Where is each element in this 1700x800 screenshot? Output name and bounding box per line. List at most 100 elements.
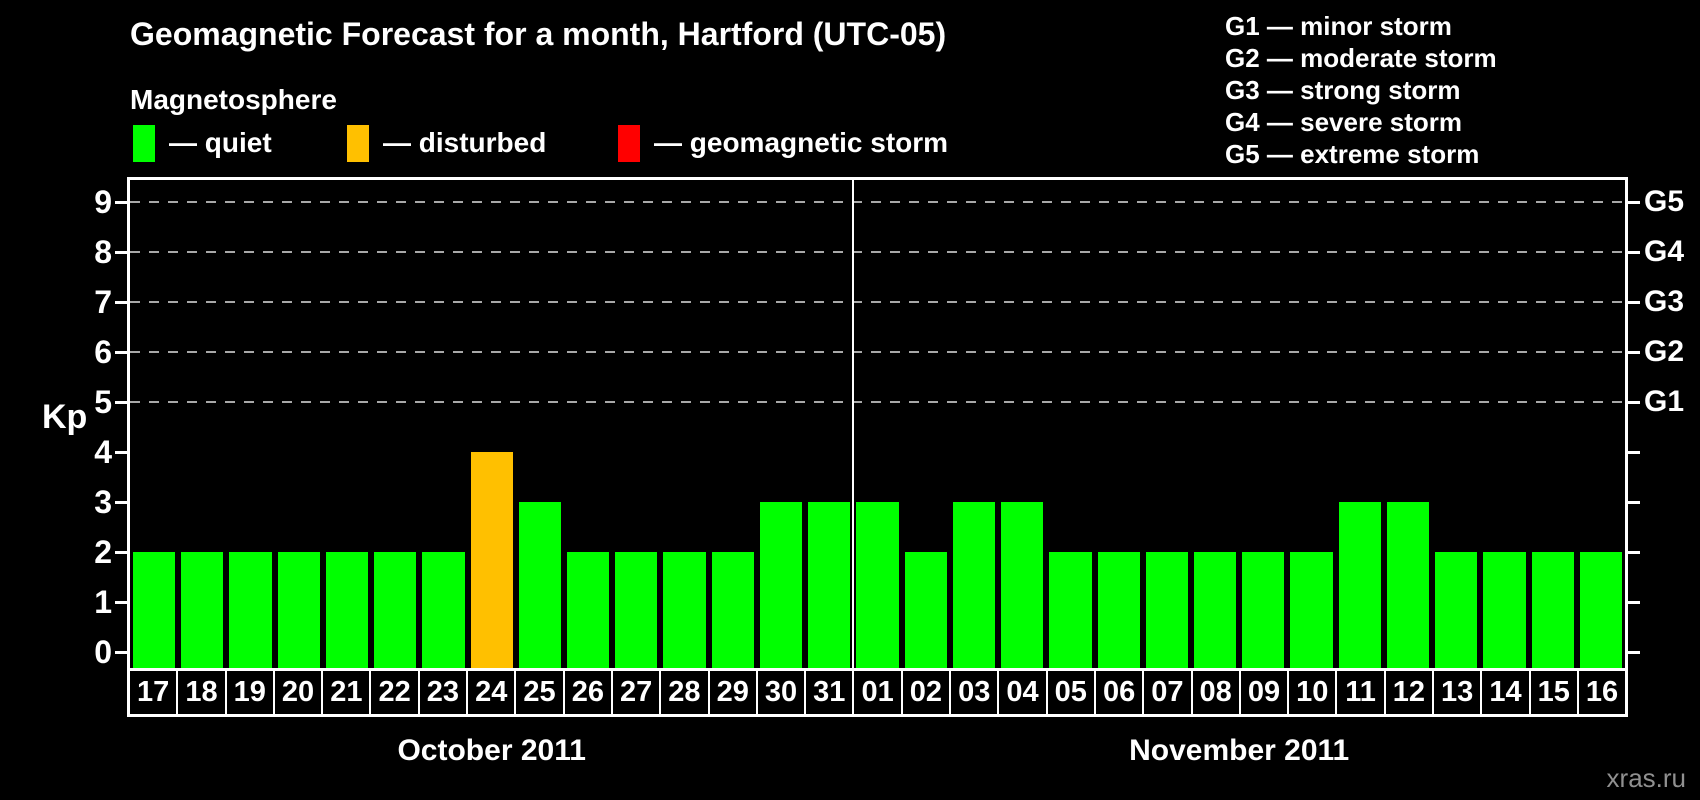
day-label-25: 25 (516, 671, 565, 714)
day-label-18: 18 (178, 671, 227, 714)
g-axis-label-g5: G5 (1644, 185, 1685, 218)
day-label-06: 06 (1096, 671, 1145, 714)
left-axis-tick (115, 451, 127, 454)
kp-bar-day-24 (470, 452, 513, 668)
day-label-row: 17 18 19 20 21 22 23 24 25 26 27 28 29 30 31 01 02 03 04 05… (127, 668, 1628, 717)
y-tick-label: 3 (94, 484, 112, 520)
day-label-10: 10 (1289, 671, 1338, 714)
g-legend-line-g4: G4 — severe storm (1225, 107, 1463, 137)
month-separator-line (852, 180, 855, 668)
kp-bar-day-16 (1579, 552, 1622, 668)
kp-bar-day-21 (325, 552, 369, 668)
legend-item-quiet: — quiet (133, 124, 272, 162)
left-axis-tick (115, 201, 127, 204)
day-label-28: 28 (661, 671, 710, 714)
kp-bar-day-08 (1193, 552, 1237, 668)
right-axis-tick (1628, 251, 1640, 254)
left-axis-tick (115, 651, 127, 654)
kp-bar-day-10 (1290, 552, 1333, 668)
kp-bar-day-26 (567, 552, 610, 668)
g-legend-line-g3: G3 — strong storm (1225, 75, 1461, 105)
kp-bar-day-31 (808, 502, 851, 668)
day-label-11: 11 (1337, 671, 1386, 714)
right-axis-tick (1628, 651, 1640, 654)
kp-bar-day-13 (1435, 552, 1478, 668)
legend-item-label: — quiet (169, 127, 272, 158)
day-label-07: 07 (1144, 671, 1193, 714)
day-label-22: 22 (371, 671, 420, 714)
kp-bar-day-15 (1531, 552, 1574, 668)
day-label-26: 26 (565, 671, 613, 714)
y-tick-label: 2 (94, 534, 112, 570)
legend-item-disturbed: — disturbed (347, 124, 546, 162)
plot-area (115, 177, 1640, 668)
legend-item-label: — geomagnetic storm (654, 127, 949, 158)
right-axis-tick (1628, 301, 1640, 304)
kp-bar-day-09 (1242, 552, 1285, 668)
kp-bar-day-19 (229, 552, 272, 668)
g-legend-line-g1: G1 — minor storm (1225, 11, 1452, 41)
kp-bar-day-04 (1001, 502, 1044, 668)
day-label-03: 03 (951, 671, 1000, 714)
day-label-01: 01 (854, 671, 903, 714)
gridline-kp-9 (130, 201, 1625, 203)
y-tick-label: 9 (94, 184, 112, 220)
day-label-16: 16 (1585, 676, 1619, 708)
month-label-november: November 2011 (1129, 734, 1350, 767)
day-label-23: 23 (420, 671, 469, 714)
chart-title: Geomagnetic Forecast for a month, Hartfo… (130, 16, 947, 52)
kp-bar-day-17 (133, 552, 176, 668)
month-label-october: October 2011 (397, 734, 586, 767)
day-label-13: 13 (1434, 671, 1483, 714)
kp-bar-day-29 (711, 552, 754, 668)
left-axis-tick (115, 251, 127, 254)
disturbed-color-swatch (347, 124, 369, 162)
kp-bar-day-07 (1145, 552, 1188, 668)
right-axis-tick (1628, 201, 1640, 204)
g-axis-label-g4: G4 (1644, 235, 1685, 268)
day-label-09: 09 (1241, 671, 1290, 714)
left-axis-tick (115, 301, 127, 304)
left-axis-tick (115, 351, 127, 354)
storm-color-swatch (618, 124, 640, 162)
g-scale-legend: G1 — minor storm G2 — moderate storm G3 … (1225, 10, 1497, 170)
gridline-kp-6 (130, 351, 1625, 353)
kp-bar-day-12 (1386, 502, 1430, 668)
kp-bar-day-25 (518, 502, 562, 668)
y-tick-label: 0 (94, 634, 112, 670)
kp-bar-day-01 (856, 502, 899, 668)
day-label-29: 29 (710, 671, 758, 714)
g-axis-label-g2: G2 (1644, 335, 1685, 368)
g-axis-label-g3: G3 (1644, 285, 1685, 318)
left-axis-tick (115, 601, 127, 604)
right-axis-tick (1628, 601, 1640, 604)
y-tick-label: 4 (94, 434, 112, 470)
quiet-color-swatch (133, 124, 155, 162)
kp-bar-day-20 (277, 552, 320, 668)
right-axis-tick (1628, 401, 1640, 404)
day-label-31: 31 (806, 671, 855, 714)
g-legend-line-g2: G2 — moderate storm (1225, 43, 1497, 73)
left-axis-tick (115, 401, 127, 404)
kp-bar-day-18 (181, 552, 224, 668)
day-label-27: 27 (613, 671, 662, 714)
right-axis-tick (1628, 501, 1640, 504)
y-tick-label: 7 (94, 284, 112, 320)
kp-bar-day-28 (663, 552, 706, 668)
kp-bar-day-27 (615, 552, 658, 668)
kp-bar-day-14 (1483, 552, 1526, 668)
day-label-14: 14 (1482, 671, 1531, 714)
day-label-17: 17 (130, 671, 179, 714)
kp-bar-day-30 (759, 502, 803, 668)
watermark: xras.ru (1606, 763, 1686, 793)
g-legend-line-g5: G5 — extreme storm (1225, 139, 1480, 169)
kp-bar-day-06 (1097, 552, 1140, 668)
left-axis-tick (115, 551, 127, 554)
left-axis-tick (115, 501, 127, 504)
kp-bar-day-02 (904, 552, 947, 668)
legend-item-storm: — geomagnetic storm (618, 124, 948, 162)
kp-axis-label: Kp (42, 398, 88, 436)
day-label-24: 24 (468, 671, 517, 714)
kp-bar-day-11 (1338, 502, 1381, 668)
y-tick-label: 6 (94, 334, 112, 370)
